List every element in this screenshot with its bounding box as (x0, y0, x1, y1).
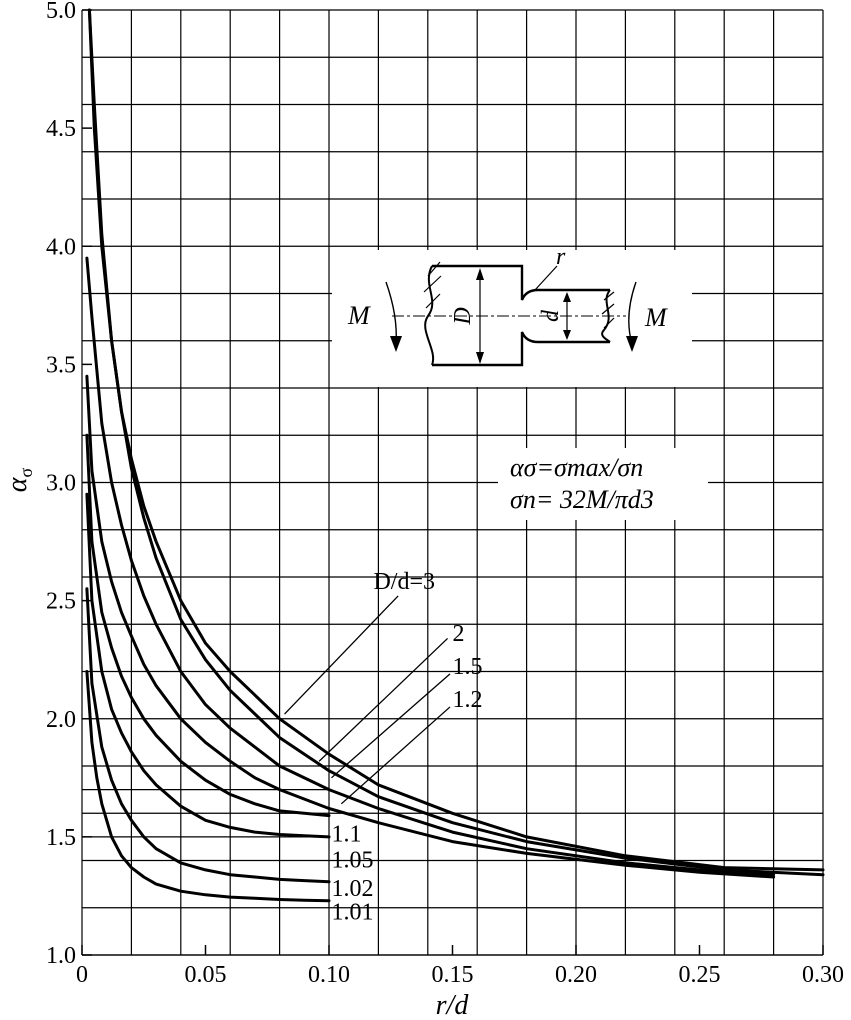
y-tick-label: 3.5 (46, 352, 76, 378)
curve-label: 1.02 (331, 876, 373, 902)
x-tick-label: 0.25 (679, 962, 721, 988)
series-line (85, 492, 331, 839)
formula-line-2: σn= 32M/πd3 (510, 485, 654, 514)
x-tick-label: 0.30 (802, 962, 844, 988)
series-line (85, 587, 331, 884)
x-tick-label: 0.05 (185, 962, 227, 988)
y-tick-label: 4.5 (46, 116, 76, 142)
y-tick-label: 2.0 (46, 707, 76, 733)
moment-M-right-label: M (644, 303, 668, 332)
curve-leader-line (331, 673, 451, 779)
y-tick-label: 5.0 (46, 0, 76, 24)
y-tick-label: 2.5 (46, 589, 76, 615)
curve-label: 1.2 (453, 687, 483, 713)
curve-label: 1.5 (453, 654, 483, 680)
curve-label: 1.01 (331, 900, 373, 926)
x-tick-label: 0.10 (308, 962, 350, 988)
diameter-d-label: d (538, 309, 564, 322)
y-axis-title-main: α (2, 476, 33, 492)
radius-r-label: r (556, 244, 566, 270)
svg-text:ασ: ασ (2, 468, 36, 493)
curve-label: 1.05 (331, 848, 373, 874)
y-tick-label: 3.0 (46, 471, 76, 497)
formula-line-1: ασ=σmax/σn (510, 453, 643, 482)
curve-label: 1.1 (331, 822, 361, 848)
series-line (85, 433, 331, 818)
y-tick-label: 4.0 (46, 234, 76, 260)
y-axis-title-sub: σ (16, 468, 36, 478)
curve-leader-line (340, 706, 451, 805)
series-line (87, 8, 825, 877)
curve-labels: D/d=3 2 1.5 1.2 1.11.051.021.01 (284, 569, 483, 926)
y-tick-label: 1.5 (46, 825, 76, 851)
ticks: 0 0.05 0.10 0.15 0.20 0.25 0.30 1.0 1.5 2.0 2.5 3.0… (46, 0, 844, 988)
y-tick-label: 1.0 (46, 943, 76, 969)
series-line (85, 256, 776, 877)
series-line (85, 374, 776, 879)
curve-label: D/d=3 (373, 569, 435, 595)
curve-leader-line (318, 637, 449, 762)
x-tick-label: 0.20 (555, 962, 597, 988)
moment-M-left-label: M (347, 301, 371, 330)
series-line (85, 670, 331, 903)
x-axis-title: r/d (436, 990, 470, 1020)
curve-leader-line (284, 595, 399, 715)
series-line (87, 8, 825, 872)
series (85, 8, 825, 903)
x-tick-label: 0 (76, 962, 88, 988)
x-tick-label: 0.15 (432, 962, 474, 988)
y-axis-title: ασ (2, 468, 36, 493)
formula-block: ασ=σmax/σn σn= 32M/πd3 (498, 448, 708, 520)
diameter-D-label: D (450, 307, 476, 325)
shaft-diagram: D d r M M (332, 244, 692, 387)
curve-label: 2 (453, 621, 465, 647)
